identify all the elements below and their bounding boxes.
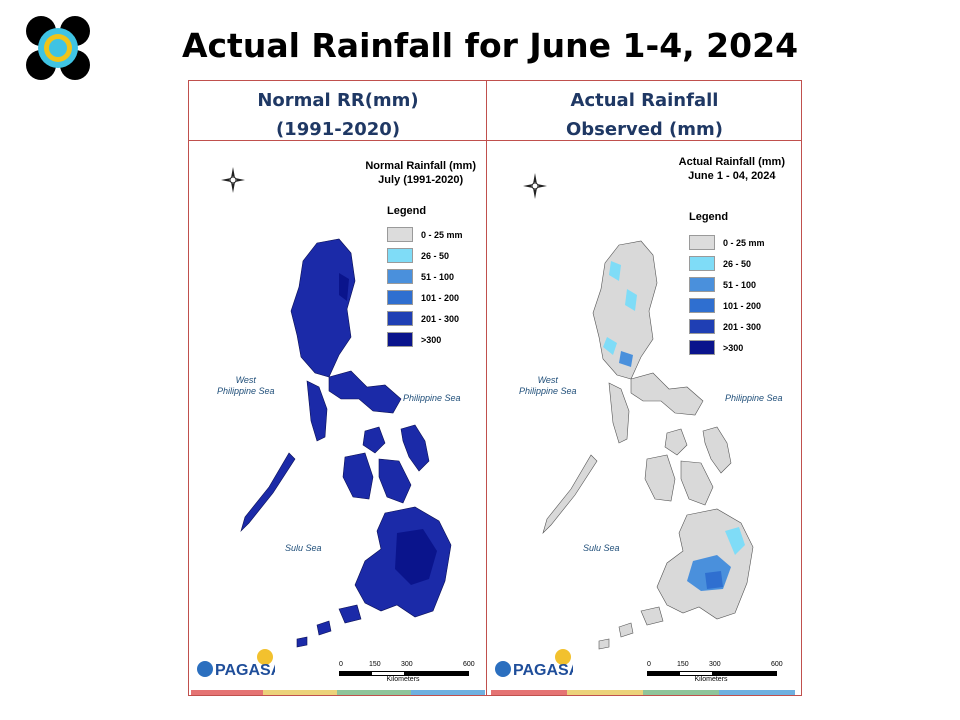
agency-seal-logo: [25, 15, 91, 81]
legend-item: >300: [387, 332, 441, 347]
compass-rose-icon: [523, 173, 547, 199]
actual-header-line2: Observed (mm): [565, 119, 724, 140]
legend-label: 201 - 300: [723, 321, 762, 332]
scale-tick-150: 150: [369, 661, 381, 668]
normal-sulu-sea-label: Sulu Sea: [285, 543, 322, 553]
legend-label: 26 - 50: [723, 258, 752, 269]
actual-west-philippine-sea-label: West Philippine Sea: [519, 375, 577, 396]
normal-map-title-line1: Normal Rainfall (mm): [365, 160, 476, 172]
stripe-red: [191, 690, 263, 695]
scale-tick-0: 0: [647, 661, 651, 668]
normal-philippine-sea-label: Philippine Sea: [403, 393, 461, 403]
actual-philippine-sea-label: Philippine Sea: [725, 393, 783, 403]
actual-sulu-sea-label: Sulu Sea: [583, 543, 620, 553]
legend-item: 101 - 200: [689, 298, 761, 313]
scale-unit: Kilometers: [694, 676, 728, 683]
actual-column-header: Actual Rainfall Observed (mm): [488, 86, 801, 144]
legend-label: >300: [723, 342, 744, 353]
normal-rainfall-map: [240, 238, 452, 648]
actual-map-title-line2: June 1 - 04, 2024: [688, 170, 776, 182]
actual-legend-title: Legend: [689, 211, 729, 223]
actual-rainfall-map: [542, 240, 754, 650]
legend-swatch: [387, 311, 413, 326]
scale-tick-0: 0: [339, 661, 343, 668]
stripe-blue: [719, 690, 795, 695]
legend-swatch: [689, 235, 715, 250]
legend-swatch: [387, 227, 413, 242]
actual-map-title-line1: Actual Rainfall (mm): [678, 156, 785, 168]
compass-rose-icon: [221, 167, 245, 193]
header-divider: [188, 140, 802, 141]
actual-header-line1: Actual Rainfall: [570, 90, 719, 111]
normal-scale-bar: 0 150 300 600 Kilometers: [339, 661, 479, 683]
normal-rainfall-map-panel: Normal Rainfall (mm) July (1991-2020) Le…: [189, 141, 486, 695]
legend-item: 51 - 100: [387, 269, 454, 284]
legend-label: 0 - 25 mm: [421, 229, 463, 240]
stripe-green: [337, 690, 411, 695]
normal-map-title-line2: July (1991-2020): [378, 174, 464, 186]
legend-item: 26 - 50: [387, 248, 449, 263]
comparison-frame: [188, 80, 802, 696]
stripe-red: [491, 690, 567, 695]
legend-swatch: [689, 298, 715, 313]
stripe-blue: [411, 690, 485, 695]
actual-rainfall-map-panel: Actual Rainfall (mm) June 1 - 04, 2024 L…: [487, 141, 801, 695]
legend-item: 0 - 25 mm: [689, 235, 765, 250]
legend-swatch: [387, 332, 413, 347]
normal-header-line2: (1991-2020): [275, 119, 401, 140]
legend-swatch: [387, 290, 413, 305]
actual-map-title: Actual Rainfall (mm) June 1 - 04, 2024: [679, 155, 785, 183]
scale-tick-300: 300: [709, 661, 721, 668]
legend-swatch: [387, 269, 413, 284]
legend-swatch: [689, 340, 715, 355]
legend-label: 101 - 200: [723, 300, 762, 311]
legend-label: >300: [421, 334, 442, 345]
scale-tick-150: 150: [677, 661, 689, 668]
legend-swatch: [689, 256, 715, 271]
stripe-yellow: [263, 690, 337, 695]
legend-item: 101 - 200: [387, 290, 459, 305]
normal-map-title: Normal Rainfall (mm) July (1991-2020): [365, 159, 476, 187]
legend-label: 26 - 50: [421, 250, 450, 261]
legend-item: 26 - 50: [689, 256, 751, 271]
legend-item: >300: [689, 340, 743, 355]
legend-item: 0 - 25 mm: [387, 227, 463, 242]
normal-west-philippine-sea-label: West Philippine Sea: [217, 375, 275, 396]
legend-item: 201 - 300: [387, 311, 459, 326]
scale-tick-300: 300: [401, 661, 413, 668]
stripe-green: [643, 690, 719, 695]
legend-item: 201 - 300: [689, 319, 761, 334]
legend-swatch: [387, 248, 413, 263]
normal-column-header: Normal RR(mm) (1991-2020): [190, 86, 486, 144]
legend-swatch: [689, 277, 715, 292]
normal-legend-title: Legend: [387, 205, 427, 217]
legend-swatch: [689, 319, 715, 334]
normal-header-line1: Normal RR(mm): [257, 90, 419, 111]
scale-tick-600: 600: [463, 661, 475, 668]
stripe-yellow: [567, 690, 643, 695]
column-divider: [486, 80, 487, 696]
legend-label: 201 - 300: [421, 313, 460, 324]
legend-label: 51 - 100: [723, 279, 757, 290]
legend-label: 51 - 100: [421, 271, 455, 282]
actual-scale-bar: 0 150 300 600 Kilometers: [647, 661, 787, 683]
legend-label: 0 - 25 mm: [723, 237, 765, 248]
legend-item: 51 - 100: [689, 277, 756, 292]
scale-tick-600: 600: [771, 661, 783, 668]
legend-label: 101 - 200: [421, 292, 460, 303]
scale-unit: Kilometers: [386, 676, 420, 683]
slide-title: Actual Rainfall for June 1-4, 2024: [181, 26, 799, 65]
